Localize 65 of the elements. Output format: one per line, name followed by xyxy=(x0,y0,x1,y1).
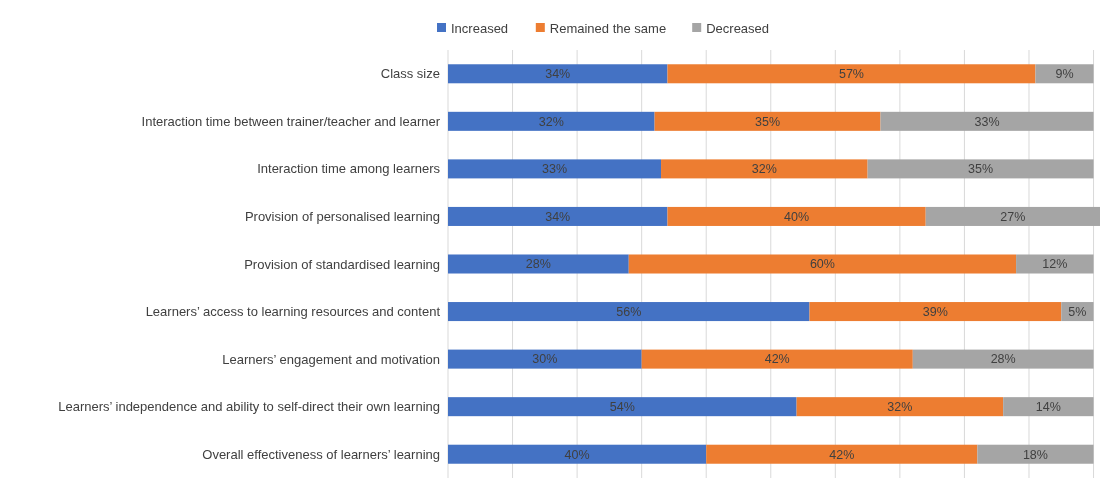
data-label: 60% xyxy=(809,257,835,272)
data-label: 28% xyxy=(990,352,1016,367)
bar xyxy=(448,159,662,179)
data-label: 54% xyxy=(609,400,635,415)
bar xyxy=(448,254,629,274)
bar xyxy=(448,302,810,322)
bar xyxy=(628,254,1017,274)
y-tick-label: Interaction time among learners xyxy=(257,161,441,177)
bar xyxy=(448,444,707,464)
legend-label: Remained the same xyxy=(549,20,667,36)
data-label: 28% xyxy=(525,257,551,272)
data-label: 18% xyxy=(1022,447,1048,462)
y-tick-label: Learners’ engagement and motivation xyxy=(222,351,440,367)
data-label: 42% xyxy=(764,352,790,367)
bar xyxy=(1016,254,1094,274)
y-tick-label: Interaction time between trainer/teacher and learner xyxy=(141,113,441,129)
bar xyxy=(912,349,1094,369)
data-label: 32% xyxy=(751,162,777,177)
data-label: 35% xyxy=(968,162,994,177)
bar xyxy=(667,206,926,226)
legend-label: Decreased xyxy=(706,20,770,36)
bar xyxy=(448,349,642,369)
y-tick-label: Provision of personalised learning xyxy=(244,208,440,224)
bar xyxy=(661,159,868,179)
data-label: 32% xyxy=(538,114,564,129)
bar xyxy=(641,349,913,369)
data-label: 12% xyxy=(1042,257,1068,272)
y-tick-label: Learners’ independence and ability to self-direct their own learning xyxy=(58,399,440,415)
bar xyxy=(667,64,1036,84)
bar xyxy=(867,159,1094,179)
bar xyxy=(448,206,668,226)
y-tick-label: Provision of standardised learning xyxy=(244,256,440,272)
bar xyxy=(925,206,1100,226)
bar xyxy=(977,444,1094,464)
y-tick-label: Overall effectiveness of learners’ learning xyxy=(202,446,440,462)
bar xyxy=(448,397,797,417)
y-tick-label: Class size xyxy=(380,66,440,82)
data-label: 35% xyxy=(755,114,781,129)
y-tick-label: Learners’ access to learning resources and content xyxy=(145,304,441,320)
bar xyxy=(448,111,655,131)
bar xyxy=(796,397,1004,417)
bar xyxy=(448,64,668,84)
data-label: 39% xyxy=(922,304,948,319)
data-label: 32% xyxy=(887,400,913,415)
data-label: 42% xyxy=(829,447,855,462)
bar xyxy=(880,111,1094,131)
data-label: 57% xyxy=(838,67,864,82)
data-label: 40% xyxy=(784,209,810,224)
data-label: 33% xyxy=(974,114,1000,129)
data-label: 9% xyxy=(1055,67,1074,82)
legend-label: Increased xyxy=(451,20,509,36)
data-label: 33% xyxy=(542,162,568,177)
data-label: 56% xyxy=(616,304,642,319)
data-label: 30% xyxy=(532,352,558,367)
data-label: 34% xyxy=(545,67,571,82)
data-label: 34% xyxy=(545,209,571,224)
data-label: 14% xyxy=(1035,400,1061,415)
bar xyxy=(1035,64,1094,84)
bar xyxy=(1003,397,1094,417)
bar xyxy=(706,444,978,464)
bar xyxy=(654,111,881,131)
data-label: 5% xyxy=(1068,304,1087,319)
data-label: 27% xyxy=(1000,209,1026,224)
data-label: 40% xyxy=(564,447,590,462)
bar xyxy=(809,302,1062,322)
